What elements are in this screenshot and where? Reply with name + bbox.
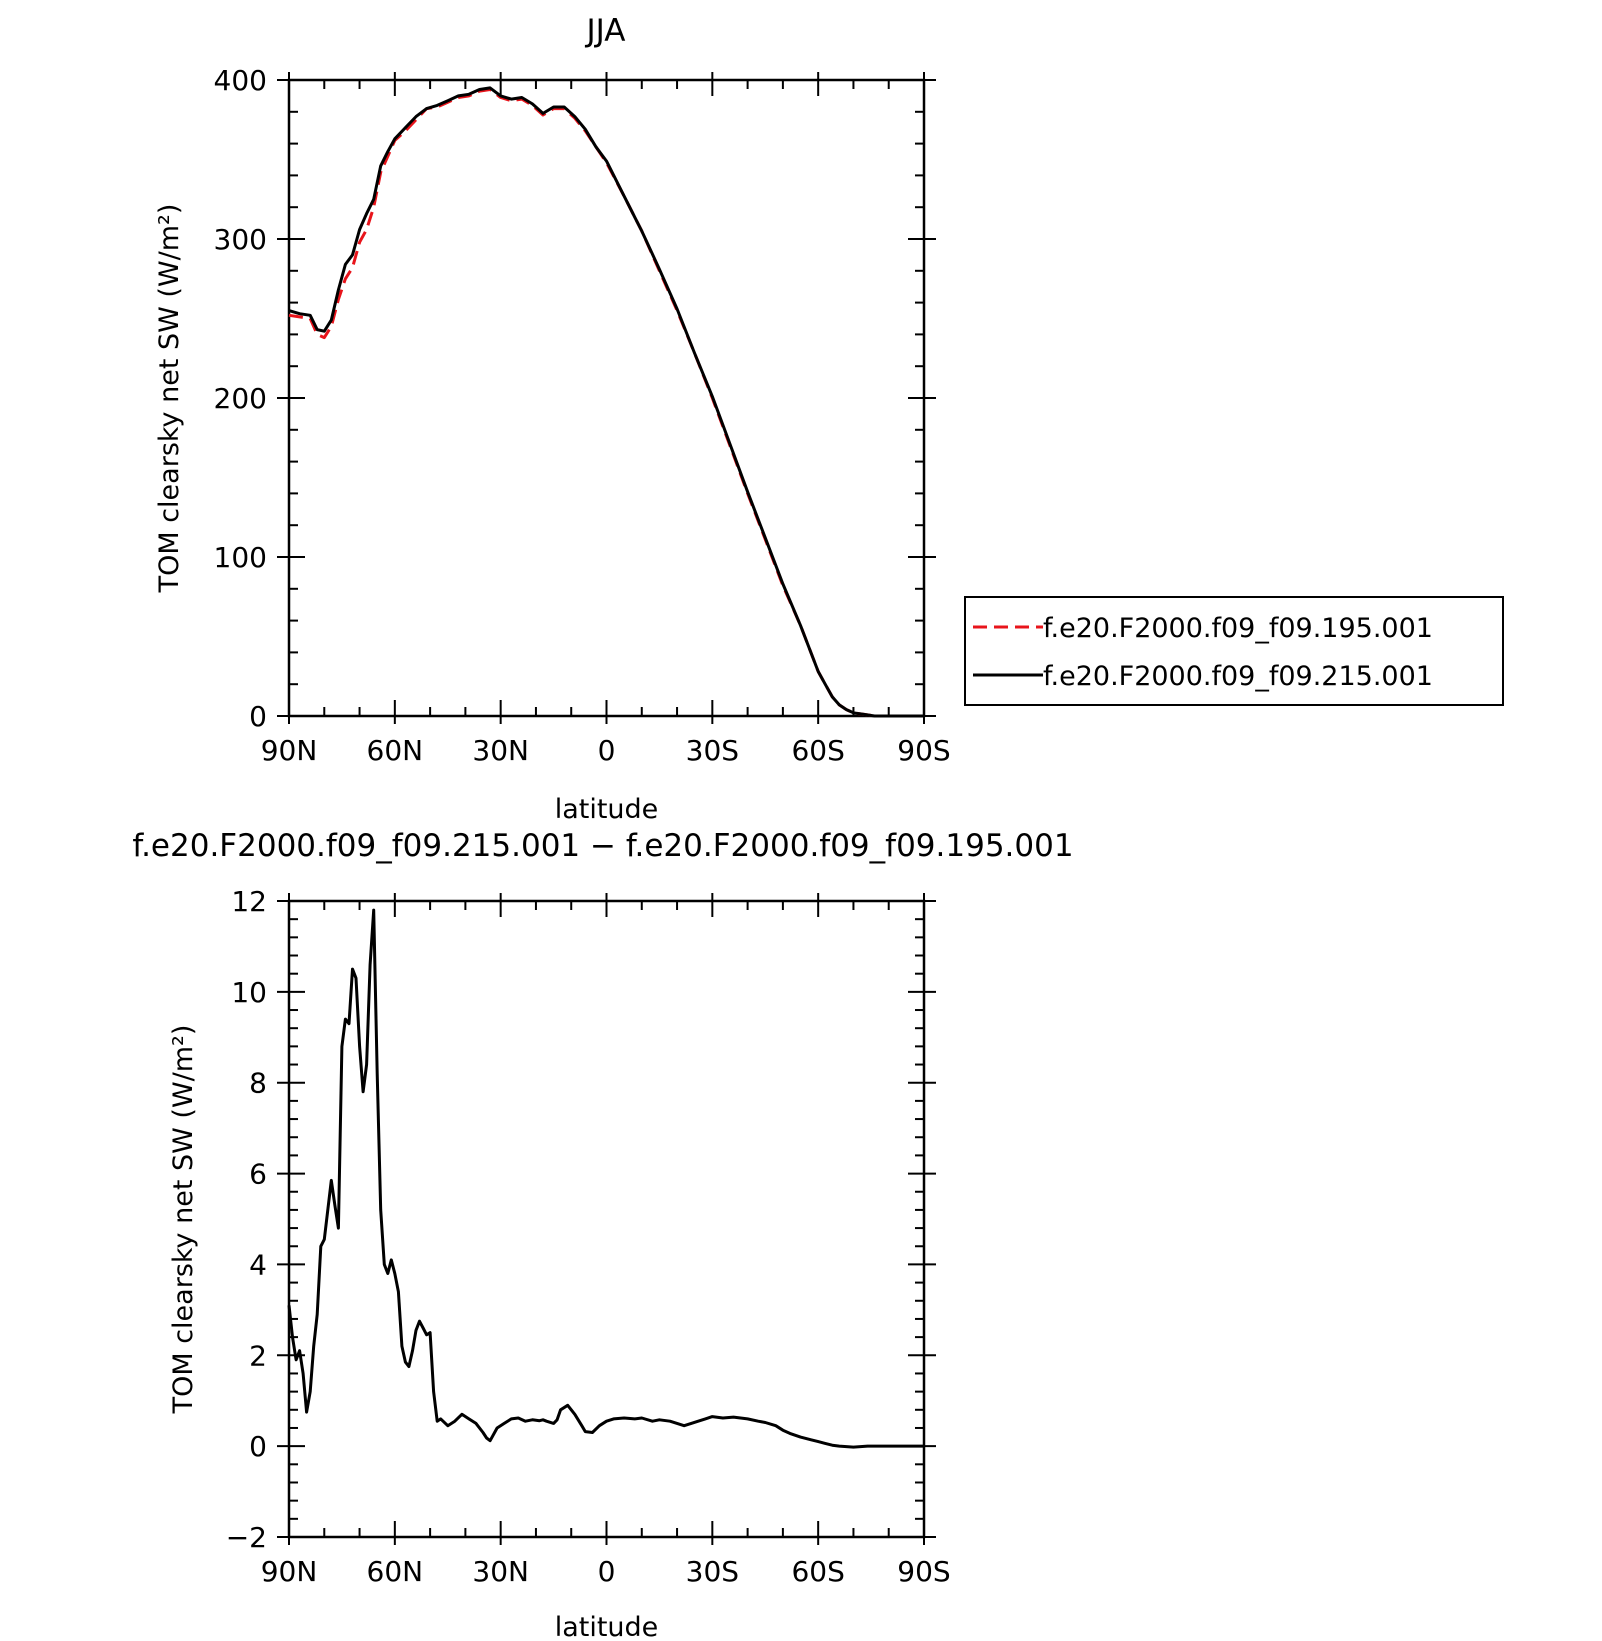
x-tick-label: 60S bbox=[791, 734, 844, 767]
x-tick-label: 90N bbox=[261, 1555, 318, 1588]
x-tick-label: 30S bbox=[686, 734, 739, 767]
y-tick-label: 200 bbox=[214, 382, 267, 415]
x-tick-label: 60N bbox=[367, 1555, 424, 1588]
y-tick-label: 300 bbox=[214, 223, 267, 256]
legend-box bbox=[964, 596, 1504, 706]
plot-frame bbox=[287, 899, 926, 1539]
y-tick-label: 0 bbox=[249, 700, 267, 733]
chart-title: f.e20.F2000.f09_f09.215.001 − f.e20.F200… bbox=[132, 828, 1073, 864]
x-tick-label: 60N bbox=[367, 734, 424, 767]
y-tick-label: −2 bbox=[226, 1521, 267, 1554]
legend-label-1: f.e20.F2000.f09_f09.215.001 bbox=[1043, 661, 1433, 692]
plot-frame bbox=[287, 78, 926, 718]
x-tick-label: 0 bbox=[598, 734, 616, 767]
x-tick-label: 60S bbox=[791, 1555, 844, 1588]
y-tick-label: 400 bbox=[214, 64, 267, 97]
y-tick-label: 2 bbox=[249, 1339, 267, 1372]
series-line-1 bbox=[288, 86, 924, 718]
y-axis-title: TOM clearsky net SW (W/m²) bbox=[154, 204, 185, 594]
y-axis-title: TOM clearsky net SW (W/m²) bbox=[168, 1025, 199, 1415]
x-tick-label: 30N bbox=[472, 734, 529, 767]
x-tick-label: 90S bbox=[897, 1555, 950, 1588]
y-tick-label: 8 bbox=[249, 1067, 267, 1100]
chart-title: JJA bbox=[585, 13, 626, 49]
x-tick-label: 90N bbox=[261, 734, 318, 767]
y-tick-label: 0 bbox=[249, 1430, 267, 1463]
x-axis-title: latitude bbox=[555, 1612, 659, 1641]
y-tick-label: 10 bbox=[231, 976, 267, 1009]
series-line-0 bbox=[288, 88, 924, 718]
y-tick-label: 100 bbox=[214, 541, 267, 574]
top-chart: 90N 60N 30N 0 30S 60S 90S 0 100 200 300 400 JJA latit… bbox=[154, 13, 1504, 825]
y-tick-label: 6 bbox=[249, 1158, 267, 1191]
x-tick-label: 90S bbox=[897, 734, 950, 767]
bottom-chart: 90N 60N 30N 0 30S 60S 90S −2 0 2 4 6 8 10 12 f.e20.F200… bbox=[132, 828, 1073, 1641]
x-tick-label: 30S bbox=[686, 1555, 739, 1588]
x-tick-label: 0 bbox=[598, 1555, 616, 1588]
x-tick-label: 30N bbox=[472, 1555, 529, 1588]
y-tick-label: 4 bbox=[249, 1248, 267, 1281]
x-axis-title: latitude bbox=[555, 794, 659, 825]
legend-label-0: f.e20.F2000.f09_f09.195.001 bbox=[1043, 613, 1433, 644]
y-tick-label: 12 bbox=[231, 885, 267, 918]
series-line-0 bbox=[287, 908, 924, 1449]
